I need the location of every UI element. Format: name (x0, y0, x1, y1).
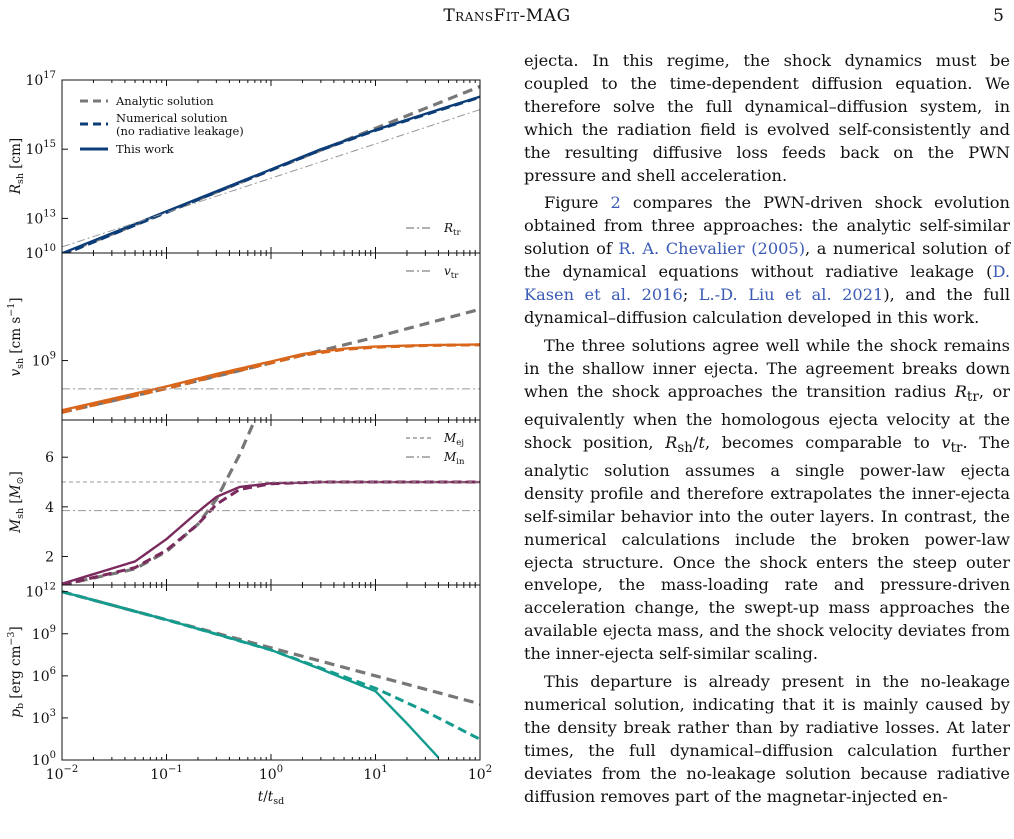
y-tick-label: 6 (45, 450, 54, 466)
legend-r-tr: Rtr (443, 221, 461, 238)
y-tick-label: 1012 (25, 582, 56, 601)
y-tick-label: 100 (32, 750, 56, 769)
figure-2: 1013 1015 1017 109 1010 2 4 6 100 103 106 109 1012 10… (0, 60, 500, 839)
paragraph-4: This departure is already present in the… (524, 672, 1010, 806)
series-line (62, 480, 480, 585)
body-text: ejecta. In this regime, the shock dynami… (524, 50, 1010, 808)
legend-m-in: Min (443, 450, 465, 467)
legend-m-ej: Mej (443, 431, 464, 448)
page-number: 5 (993, 6, 1004, 26)
y-tick-label: 109 (32, 624, 56, 643)
citation-chevalier[interactable]: R. A. Chevalier (2005) (618, 239, 806, 259)
citation-liu[interactable]: L.-D. Liu et al. 2021 (698, 285, 884, 305)
y-tick-label: 2 (45, 549, 54, 565)
y-tick-label: 103 (32, 708, 56, 727)
series-line (62, 343, 480, 414)
panel-curves (62, 307, 480, 414)
y-tick-label: 1015 (25, 139, 56, 158)
series-line (62, 343, 480, 412)
legend-label-numerical: Numerical solution (116, 111, 228, 125)
y-tick-label: 1010 (25, 243, 56, 262)
panel-curves (62, 420, 480, 585)
panel-R (61, 79, 481, 254)
reference-line (62, 109, 480, 248)
figure-ref[interactable]: 2 (610, 193, 621, 213)
series-line (62, 480, 480, 585)
series-line (62, 590, 440, 759)
x-tick-label: 100 (259, 764, 283, 783)
y-axis-label-M: Msh [M⊙] (8, 471, 26, 533)
y-axis-label-R: Rsh [cm] (8, 138, 26, 195)
panel-v (61, 252, 481, 421)
y-tick-label: 1013 (25, 208, 56, 227)
legend-label-analytic: Analytic solution (115, 94, 214, 108)
x-tick-label: 10−1 (150, 764, 183, 783)
legend (80, 99, 108, 151)
paragraph-1: ejecta. In this regime, the shock dynami… (524, 51, 1010, 185)
paragraph-2: Figure 2 compares the PWN-driven shock e… (524, 193, 1010, 327)
legend-label-numerical-note: (no radiative leakage) (116, 124, 244, 138)
figure-svg: 1013 1015 1017 109 1010 2 4 6 100 103 106 109 1012 10… (6, 70, 492, 807)
x-tick-label: 102 (468, 764, 492, 783)
panel-M (61, 419, 481, 586)
y-tick-label: 4 (45, 500, 54, 516)
x-tick-label: 101 (363, 764, 387, 783)
y-tick-label: 109 (32, 351, 56, 370)
running-head: TransFit-MAG 5 (0, 6, 1014, 30)
y-tick-label: 1017 (25, 70, 56, 89)
y-axis-label-p: pb [erg cm−3] (6, 626, 26, 717)
panel-frame (61, 419, 481, 586)
legend-label-this-work: This work (116, 142, 175, 156)
citation-kasen[interactable]: D. Kasen et al. 2016 (524, 262, 1010, 305)
paragraph-3: The three solutions agree well while the… (524, 335, 1010, 664)
panel-curves (62, 590, 480, 759)
x-tick-label: 10−2 (46, 764, 79, 783)
y-axis-label-v: vsh [cm s−1] (6, 297, 26, 376)
panel-p (61, 584, 481, 761)
legend-v-tr: vtr (444, 264, 459, 281)
series-line (62, 95, 480, 253)
panel-curves (62, 84, 480, 253)
y-tick-label: 106 (32, 666, 56, 685)
running-title: TransFit-MAG (443, 6, 571, 26)
x-axis-label: t/tsd (258, 789, 284, 807)
series-line (62, 590, 480, 741)
series-line (62, 420, 257, 585)
